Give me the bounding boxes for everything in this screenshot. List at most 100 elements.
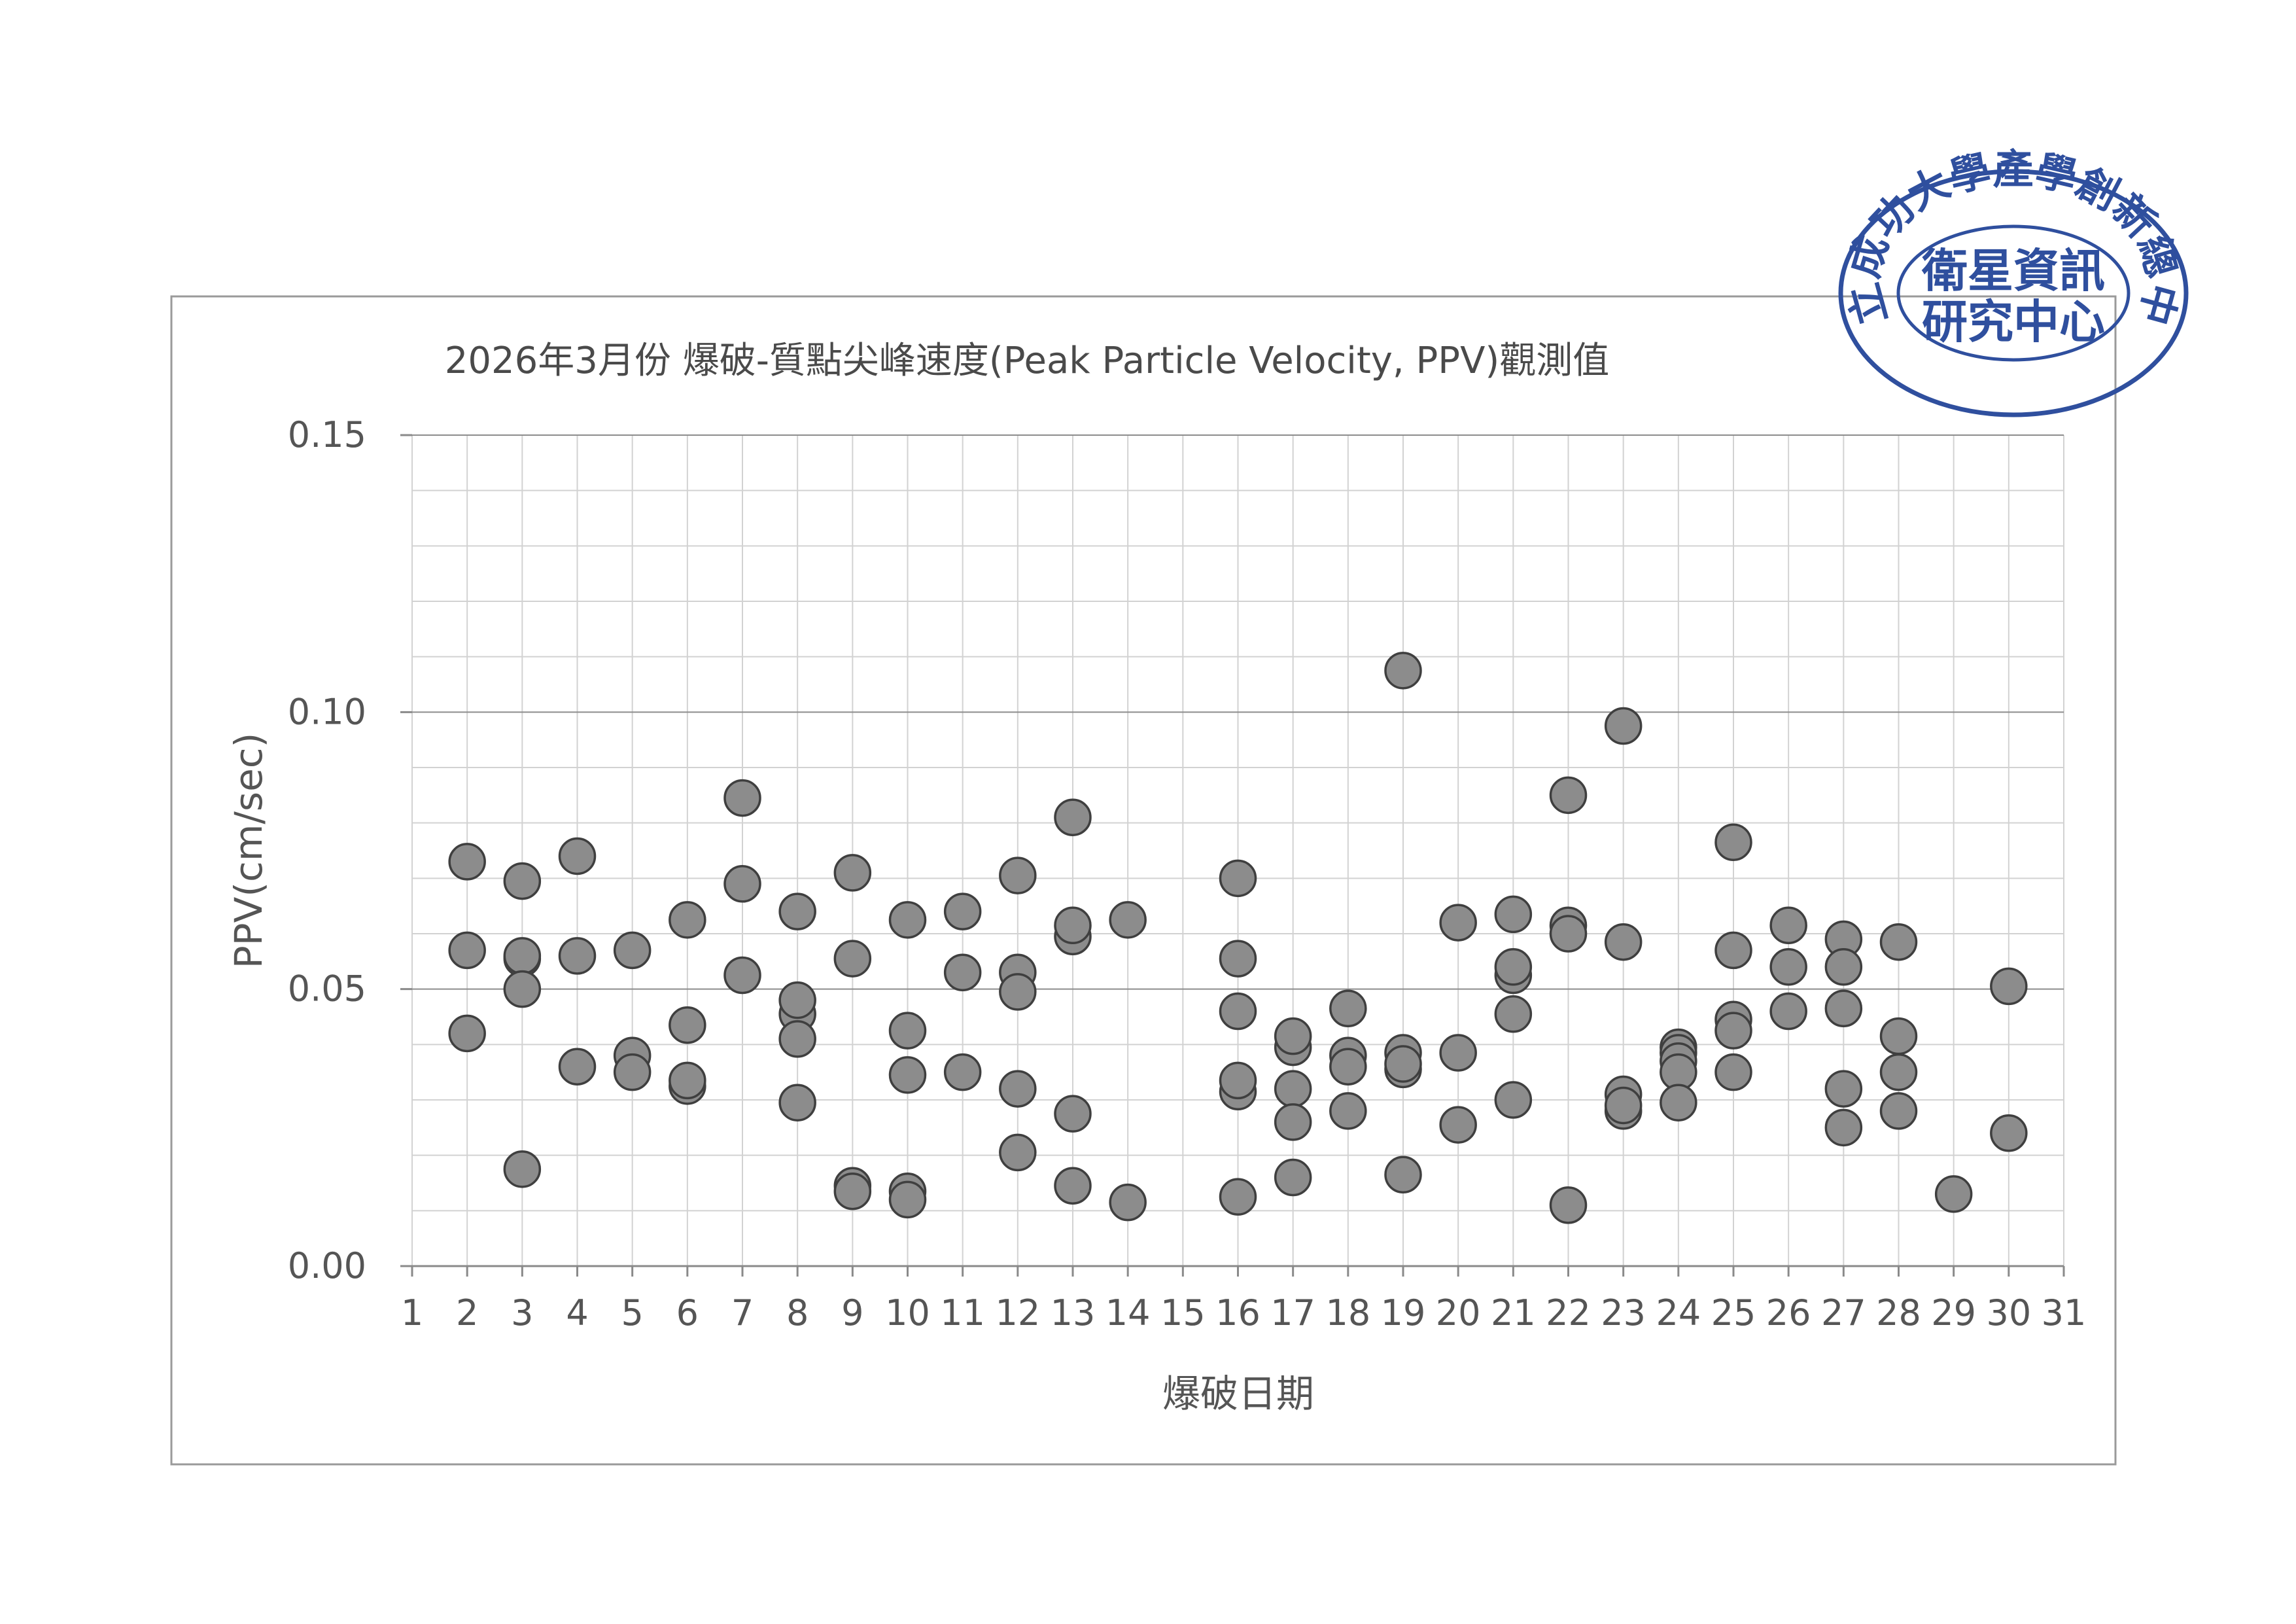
data-point [833, 854, 872, 892]
data-point [1714, 823, 1752, 862]
data-point [1054, 1167, 1092, 1205]
x-tick-label: 21 [1491, 1292, 1536, 1333]
data-point [1274, 1070, 1312, 1108]
data-point [943, 1053, 982, 1091]
svg-text:國立成功大學產學創新總中心: 國立成功大學產學創新總中心 [0, 0, 2187, 330]
data-point [999, 856, 1037, 894]
x-tick-label: 28 [1876, 1292, 1921, 1333]
data-point [1990, 1114, 2028, 1152]
data-point [1934, 1175, 1973, 1213]
x-tick-label: 4 [566, 1292, 588, 1333]
data-point [778, 1084, 816, 1121]
data-point [1384, 652, 1422, 690]
chart-frame [170, 295, 2117, 1466]
data-point [1714, 1053, 1752, 1091]
data-point [1054, 906, 1092, 945]
x-tick-label: 26 [1766, 1292, 1811, 1333]
data-point [448, 843, 486, 881]
data-point [1384, 1045, 1422, 1083]
tick-labels: 1 2 3 4 5 6 7 8 9 10 11 12 13 14 15 16 17 18 19 20 21 22 23 24 2… [288, 414, 2087, 1333]
x-tick-label: 10 [885, 1292, 930, 1333]
data-point [723, 865, 761, 903]
x-tick-label: 25 [1711, 1292, 1756, 1333]
data-point [723, 779, 761, 817]
x-tick-label: 24 [1656, 1292, 1701, 1333]
data-point [888, 1056, 927, 1094]
data-point [999, 973, 1037, 1011]
x-axis-label: 爆破日期 [1162, 1371, 1314, 1416]
x-tick-label: 6 [676, 1292, 699, 1333]
data-point [833, 1172, 872, 1210]
data-point [999, 1133, 1037, 1172]
x-tick-label: 27 [1821, 1292, 1866, 1333]
data-point [1494, 1081, 1533, 1119]
x-tick-label: 15 [1160, 1292, 1206, 1333]
data-point [669, 901, 706, 939]
data-point [1769, 992, 1807, 1031]
data-point [999, 1070, 1037, 1108]
data-point [1219, 1061, 1257, 1100]
data-point [1329, 989, 1367, 1028]
data-point [1824, 948, 1863, 986]
seal-inner-line1: 衛星資訊 [1921, 243, 2105, 298]
data-point [1879, 1092, 1918, 1130]
data-point [448, 1014, 486, 1053]
x-tick-label: 17 [1270, 1292, 1315, 1333]
data-point [448, 931, 486, 970]
data-point [503, 1150, 542, 1188]
x-tick-label: 31 [2042, 1292, 2087, 1333]
data-point [1274, 1103, 1312, 1141]
data-point [1494, 895, 1533, 934]
y-tick-label: 0.05 [288, 968, 366, 1010]
data-point [1769, 906, 1807, 945]
data-point [888, 1180, 927, 1219]
data-point [669, 1006, 706, 1044]
y-tick-label: 0.15 [288, 414, 366, 455]
x-tick-label: 14 [1105, 1292, 1151, 1333]
data-point [1219, 940, 1257, 978]
data-point [1824, 989, 1863, 1028]
x-tick-label: 7 [731, 1292, 754, 1333]
x-tick-label: 5 [621, 1292, 643, 1333]
data-point [888, 901, 927, 939]
data-point [1329, 1048, 1367, 1086]
data-point [669, 1061, 706, 1100]
data-point [1824, 1070, 1863, 1108]
x-tick-label: 30 [1986, 1292, 2031, 1333]
data-point [1109, 901, 1147, 939]
data-point [1494, 995, 1533, 1033]
data-point [558, 1048, 597, 1086]
data-point [1109, 1183, 1147, 1222]
x-tick-label: 13 [1051, 1292, 1096, 1333]
y-tick-label: 0.00 [288, 1245, 366, 1286]
data-point [1274, 1017, 1312, 1055]
data-point [943, 892, 982, 930]
x-tick-label: 29 [1931, 1292, 1976, 1333]
data-points [448, 652, 2028, 1224]
data-point [833, 940, 872, 978]
x-tick-label: 8 [786, 1292, 809, 1333]
data-point [1439, 904, 1477, 942]
data-point [1054, 798, 1092, 836]
data-point [503, 970, 542, 1008]
seal-outer-text: 國立成功大學產學創新總中心 [0, 0, 2187, 330]
x-tick-label: 23 [1601, 1292, 1646, 1333]
data-point [613, 1053, 652, 1091]
x-tick-label: 19 [1381, 1292, 1426, 1333]
data-point [778, 1020, 816, 1058]
y-tick-label: 0.10 [288, 691, 366, 732]
data-point [1219, 992, 1257, 1031]
data-point [1879, 923, 1918, 961]
x-tick-label: 1 [401, 1292, 423, 1333]
data-point [1879, 1017, 1918, 1055]
data-point [723, 956, 761, 995]
x-tick-label: 2 [456, 1292, 478, 1333]
data-point [1219, 859, 1257, 898]
data-point [1494, 948, 1533, 986]
x-tick-label: 3 [511, 1292, 533, 1333]
data-point [1439, 1106, 1477, 1144]
x-tick-label: 22 [1546, 1292, 1591, 1333]
data-point [1439, 1034, 1477, 1072]
data-point [888, 1012, 927, 1050]
